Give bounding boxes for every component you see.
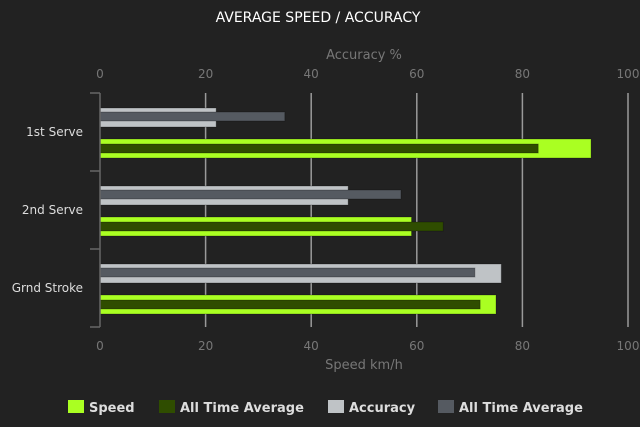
bar-all-time-average xyxy=(99,189,402,200)
legend-label: All Time Average xyxy=(459,401,583,416)
top-tick-label: 40 xyxy=(304,67,319,81)
category-label: 2nd Serve xyxy=(22,203,83,217)
bottom-tick-label: 20 xyxy=(198,339,213,353)
legend-swatch xyxy=(159,400,175,413)
category-label: Grnd Stroke xyxy=(12,281,83,295)
legend-swatch xyxy=(328,400,344,413)
top-tick-label: 20 xyxy=(198,67,213,81)
legend-swatch xyxy=(68,400,84,413)
legend-label: All Time Average xyxy=(180,401,304,416)
bar-all-time-average xyxy=(99,299,481,310)
top-axis-label: Accuracy % xyxy=(326,48,402,63)
legend-swatch xyxy=(438,400,454,413)
bar-all-time-average xyxy=(99,267,476,278)
top-tick-label: 60 xyxy=(409,67,424,81)
top-tick-label: 0 xyxy=(96,67,104,81)
bottom-axis-label: Speed km/h xyxy=(325,358,403,373)
bar-all-time-average xyxy=(99,143,539,154)
legend-label: Accuracy xyxy=(349,401,416,416)
bar-all-time-average xyxy=(99,111,286,122)
bottom-tick-label: 40 xyxy=(304,339,319,353)
top-tick-label: 80 xyxy=(515,67,530,81)
category-label: 1st Serve xyxy=(26,125,83,139)
bottom-tick-label: 80 xyxy=(515,339,530,353)
top-tick-label: 100 xyxy=(617,67,640,81)
bar-all-time-average xyxy=(99,221,444,232)
bottom-tick-label: 60 xyxy=(409,339,424,353)
chart-title: AVERAGE SPEED / ACCURACY xyxy=(216,10,421,26)
bottom-tick-label: 0 xyxy=(96,339,104,353)
legend-label: Speed xyxy=(89,401,135,416)
bottom-tick-label: 100 xyxy=(617,339,640,353)
